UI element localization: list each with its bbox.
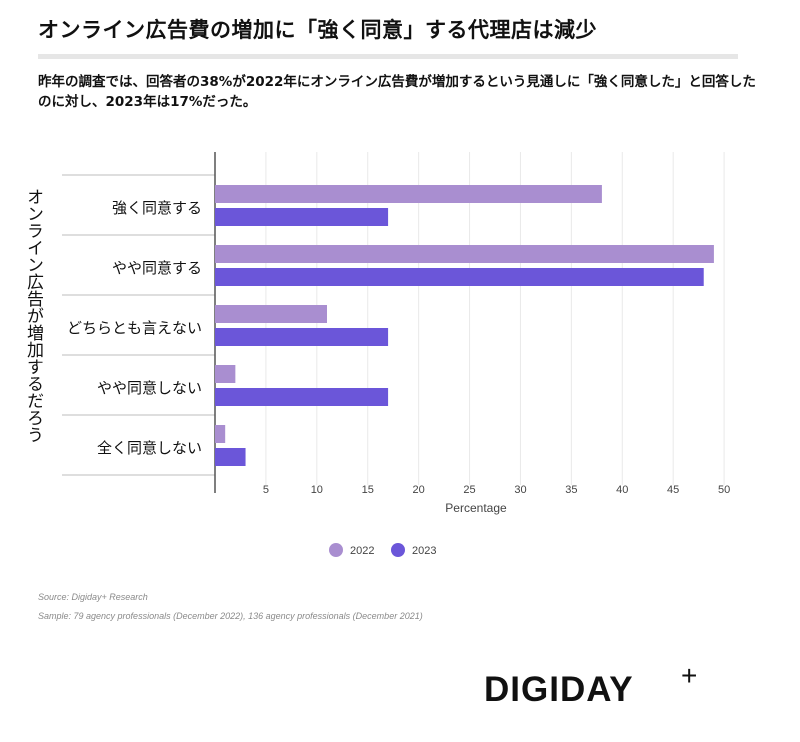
bar-2022-4 <box>215 365 236 383</box>
bar-2023-3 <box>215 328 389 346</box>
page-title: オンライン広告費の増加に「強く同意」する代理店は減少 <box>38 18 597 42</box>
bar-2022-2 <box>215 245 714 263</box>
category-label: やや同意する <box>112 259 202 277</box>
x-tick-label: 20 <box>413 484 425 496</box>
bar-2023-5 <box>215 448 246 466</box>
bar-2022-1 <box>215 185 602 203</box>
category-label: どちらとも言えない <box>67 319 202 337</box>
sample-note: Sample: 79 agency professionals (Decembe… <box>38 611 423 621</box>
x-tick-label: 5 <box>263 484 269 496</box>
x-tick-label: 50 <box>718 484 730 496</box>
x-tick-label: 35 <box>565 484 577 496</box>
y-axis-label: オンライン広告が増加するだろう <box>23 188 44 443</box>
digiday-logo: DIGIDAY <box>484 670 634 709</box>
logo-plus: + <box>681 660 698 691</box>
x-tick-label: 15 <box>362 484 374 496</box>
category-label: 全く同意しない <box>97 439 202 457</box>
legend-swatch-2023 <box>391 543 405 557</box>
legend-label-2022: 2022 <box>350 545 374 557</box>
x-tick-label: 25 <box>463 484 475 496</box>
bar-2023-2 <box>215 268 704 286</box>
bar-2022-3 <box>215 305 327 323</box>
legend-swatch-2022 <box>329 543 343 557</box>
title-divider <box>38 54 738 59</box>
source-note: Source: Digiday+ Research <box>38 592 148 602</box>
x-tick-label: 40 <box>616 484 628 496</box>
category-label: 強く同意する <box>112 199 202 217</box>
x-tick-label: 30 <box>514 484 526 496</box>
x-tick-label: 45 <box>667 484 679 496</box>
bar-2023-4 <box>215 388 389 406</box>
subtitle: 昨年の調査では、回答者の38%が2022年にオンライン広告費が増加するという見通… <box>38 74 756 110</box>
bar-2023-1 <box>215 208 389 226</box>
x-axis-label: Percentage <box>445 501 507 515</box>
x-tick-label: 10 <box>311 484 323 496</box>
category-label: やや同意しない <box>97 379 202 397</box>
legend-label-2023: 2023 <box>412 545 436 557</box>
bar-2022-5 <box>215 425 226 443</box>
